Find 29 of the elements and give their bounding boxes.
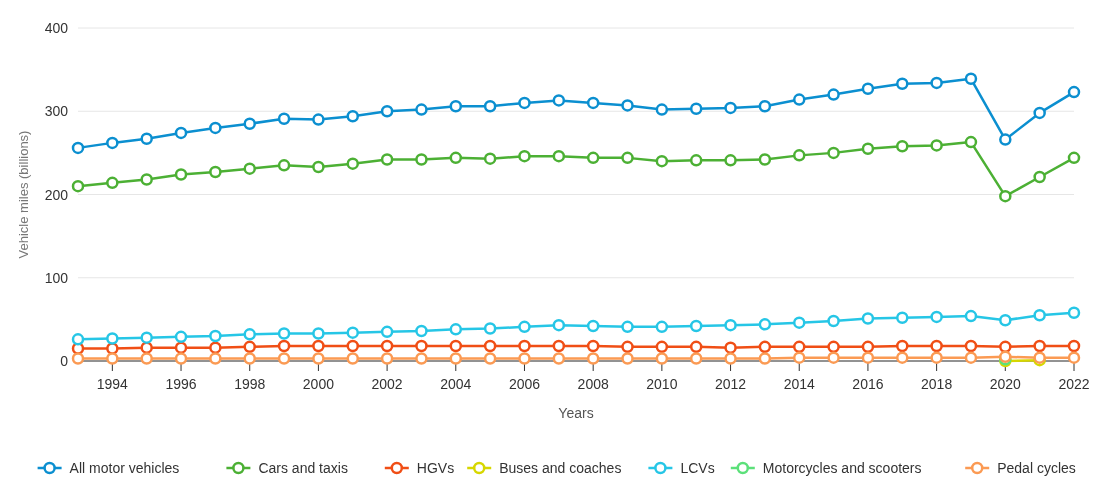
y-tick-label: 300 xyxy=(44,103,69,120)
x-tick-label: 2014 xyxy=(783,376,816,392)
y-tick-label: 400 xyxy=(44,20,69,36)
legend-label: Cars and taxis xyxy=(258,460,348,476)
x-tick-label: 2022 xyxy=(1058,376,1090,392)
legend-label: All motor vehicles xyxy=(69,460,180,476)
legend-label: Motorcycles and scooters xyxy=(762,460,922,476)
y-tick-label: 0 xyxy=(60,353,69,369)
x-tick-label: 2020 xyxy=(989,376,1022,392)
x-tick-label: 2004 xyxy=(440,376,472,392)
x-tick-label: 2000 xyxy=(302,376,335,392)
x-tick-label: 1996 xyxy=(165,376,197,392)
x-axis-title: Years xyxy=(558,405,594,421)
x-tick-label: 2002 xyxy=(371,376,403,392)
x-tick-label: 2010 xyxy=(646,376,678,392)
x-tick-label: 2016 xyxy=(852,376,884,392)
x-tick-label: 2012 xyxy=(714,376,747,392)
x-tick-label: 1994 xyxy=(96,376,129,392)
y-axis-title: Vehicle miles (billions) xyxy=(16,130,31,259)
legend-label: LCVs xyxy=(680,460,715,476)
legend-label: Buses and coaches xyxy=(499,460,622,476)
y-tick-label: 200 xyxy=(44,186,69,203)
legend-label: Pedal cycles xyxy=(997,460,1076,476)
x-tick-label: 1998 xyxy=(234,376,266,392)
x-tick-label: 2018 xyxy=(921,376,953,392)
x-tick-label: 2006 xyxy=(508,376,541,392)
legend-label: HGVs xyxy=(416,460,455,476)
y-tick-label: 100 xyxy=(44,269,69,286)
x-tick-label: 2008 xyxy=(577,376,609,392)
